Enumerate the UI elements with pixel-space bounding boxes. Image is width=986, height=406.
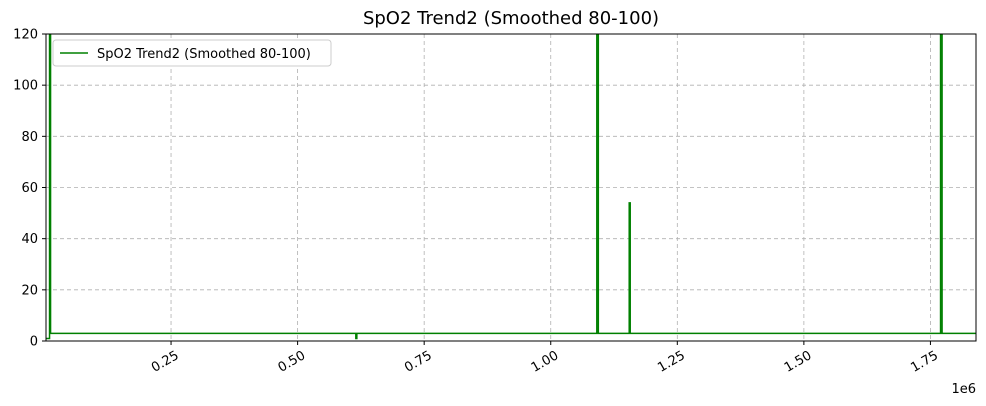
- y-tick-label: 100: [13, 79, 38, 94]
- x-tick-label: 1.50: [782, 348, 815, 375]
- x-axis: 0.25 0.50 0.75 1.00 1.25 1.50 1.75: [149, 341, 941, 376]
- series-layer: [46, 34, 976, 340]
- x-tick-label: 1.25: [655, 348, 688, 375]
- y-tick-label: 0: [30, 335, 38, 350]
- legend-label: SpO2 Trend2 (Smoothed 80-100): [97, 47, 311, 62]
- y-tick-label: 60: [21, 181, 38, 196]
- x-tick-label: 1.75: [908, 348, 941, 375]
- series-line: [46, 34, 976, 340]
- y-axis: 0 20 40 60 80 100 120: [13, 28, 46, 350]
- legend-box: [52, 39, 332, 67]
- chart-title: SpO2 Trend2 (Smoothed 80-100): [363, 8, 659, 29]
- x-offset-label: 1e6: [951, 382, 976, 397]
- x-tick-label: 1.00: [529, 348, 562, 375]
- grid: [46, 34, 976, 341]
- y-tick-label: 80: [21, 130, 38, 145]
- x-tick-label: 0.50: [276, 348, 309, 375]
- legend: SpO2 Trend2 (Smoothed 80-100): [52, 39, 332, 67]
- y-tick-label: 120: [13, 28, 38, 43]
- y-tick-label: 40: [21, 232, 38, 247]
- x-tick-label: 0.75: [402, 348, 435, 375]
- x-tick-label: 0.25: [149, 348, 182, 375]
- y-tick-label: 20: [21, 283, 38, 298]
